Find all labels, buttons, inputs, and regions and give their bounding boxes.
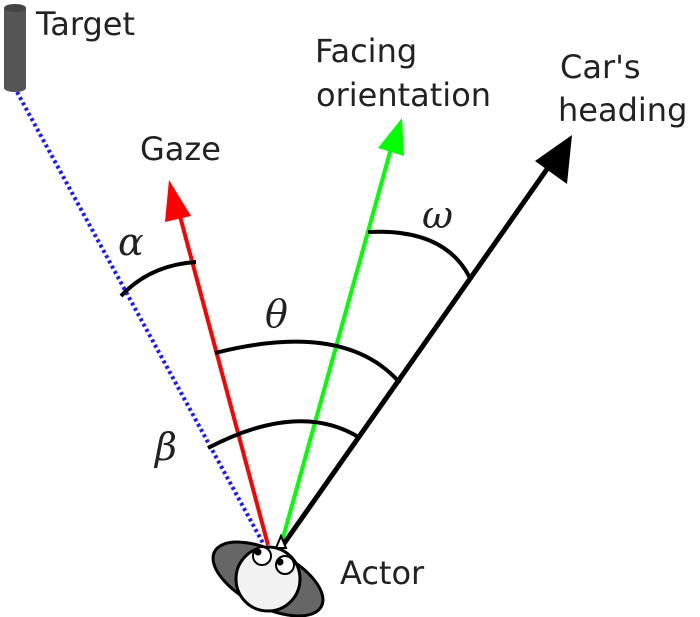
theta-arc [214, 339, 402, 385]
target-label: Target [35, 5, 135, 43]
facing-arrow [279, 118, 404, 546]
gaze-label: Gaze [140, 130, 221, 168]
alpha-arc [119, 260, 197, 298]
actor-figure [211, 533, 325, 617]
theta-label: θ [265, 292, 288, 336]
heading-arrow [280, 135, 572, 547]
target-line [15, 91, 266, 546]
actor-label: Actor [340, 554, 425, 592]
heading-label-line1: Car's [560, 48, 641, 86]
alpha-label: α [118, 220, 144, 264]
facing-label-line2: orientation [316, 76, 491, 114]
beta-label: β [153, 425, 177, 469]
omega-label: ω [422, 193, 453, 237]
gaze-arrow [165, 180, 270, 546]
facing-label-line1: Facing [315, 32, 417, 70]
omega-arc [367, 229, 472, 279]
heading-label-line2: heading [558, 91, 687, 129]
beta-arc [207, 419, 362, 450]
target-post [4, 4, 26, 92]
